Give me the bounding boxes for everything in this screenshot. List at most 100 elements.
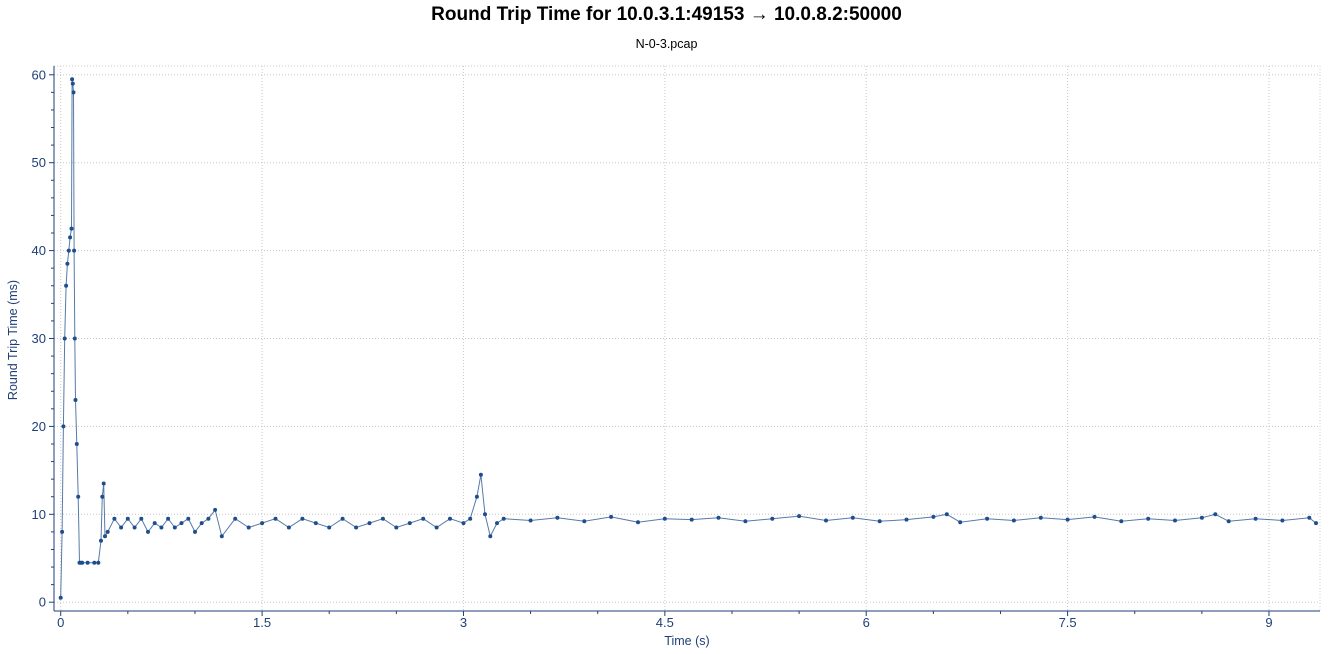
data-point	[65, 261, 70, 266]
data-point	[76, 494, 81, 499]
data-point	[824, 518, 828, 523]
data-point	[103, 534, 107, 539]
data-point	[92, 560, 97, 565]
data-point	[609, 514, 614, 519]
data-point	[354, 525, 359, 530]
x-axis-label: Time (s)	[664, 634, 709, 648]
chart-subtitle: N-0-3.pcap	[635, 37, 698, 51]
data-point	[100, 494, 105, 499]
y-tick-label: 10	[32, 507, 46, 522]
data-point	[367, 521, 372, 526]
data-point	[273, 516, 278, 521]
data-point	[66, 248, 71, 253]
data-point	[662, 516, 667, 521]
data-point	[582, 519, 587, 524]
data-point	[68, 235, 73, 240]
data-point	[213, 507, 218, 512]
data-point	[70, 77, 75, 82]
data-point	[199, 521, 204, 526]
data-point	[246, 525, 251, 530]
data-point	[64, 283, 69, 288]
y-axis-label: Round Trip Time (ms)	[6, 280, 20, 400]
data-point	[313, 521, 318, 526]
data-point	[70, 81, 75, 86]
x-tick-label: 3	[460, 615, 467, 630]
data-point	[219, 534, 224, 539]
data-point	[159, 525, 164, 530]
data-point	[931, 514, 936, 519]
series-rtt	[58, 77, 1318, 600]
data-point	[380, 516, 385, 521]
x-tick-label: 0	[57, 615, 64, 630]
data-point	[1213, 512, 1218, 517]
data-point	[495, 521, 499, 526]
data-point	[689, 517, 694, 522]
data-point	[1038, 515, 1043, 520]
x-tick-label: 7.5	[1059, 615, 1077, 630]
data-point	[69, 226, 74, 231]
y-tick-label: 30	[32, 331, 46, 346]
data-point	[555, 515, 560, 520]
series-line	[60, 79, 1317, 598]
data-point	[850, 515, 855, 520]
data-point	[206, 516, 211, 521]
data-point	[139, 516, 144, 521]
data-point	[958, 520, 963, 525]
data-point	[448, 516, 452, 521]
data-point	[233, 516, 238, 521]
data-point	[1253, 516, 1258, 521]
data-point	[71, 90, 76, 95]
y-tick-label: 60	[32, 67, 46, 82]
data-point	[1173, 518, 1177, 523]
data-point	[300, 516, 305, 521]
x-tick-label: 1.5	[253, 615, 271, 630]
data-point	[286, 525, 291, 530]
data-point	[112, 516, 117, 521]
data-point	[119, 525, 124, 530]
y-ticks: 0 10 20 30 40 50 60	[32, 67, 54, 610]
data-point	[152, 521, 157, 526]
data-point	[74, 442, 79, 446]
data-point	[468, 516, 473, 521]
data-point	[421, 516, 426, 521]
data-point	[172, 525, 177, 530]
data-point	[501, 516, 506, 521]
data-point	[58, 595, 63, 600]
data-point	[132, 525, 137, 530]
data-point	[125, 516, 130, 521]
data-point	[1307, 515, 1312, 520]
data-point	[1146, 516, 1151, 521]
data-point	[80, 560, 85, 565]
data-point	[743, 519, 748, 524]
data-point	[72, 336, 77, 341]
data-point	[99, 538, 103, 543]
grid	[54, 65, 1321, 611]
data-point	[60, 529, 65, 534]
y-tick-label: 50	[32, 155, 46, 170]
data-point	[528, 518, 533, 523]
data-point	[944, 512, 949, 517]
data-point	[394, 525, 399, 530]
data-point	[1092, 514, 1097, 519]
data-point	[146, 529, 150, 534]
data-point	[770, 516, 775, 521]
x-tick-label: 9	[1265, 615, 1272, 630]
data-point	[179, 521, 184, 526]
data-point	[985, 516, 990, 521]
data-point	[904, 517, 909, 522]
y-tick-label: 0	[39, 595, 46, 610]
data-point	[877, 519, 882, 524]
data-point	[1199, 515, 1204, 520]
x-tick-label: 4.5	[656, 615, 674, 630]
data-point	[327, 525, 332, 530]
data-point	[434, 525, 439, 530]
data-point	[461, 521, 466, 526]
data-point	[62, 336, 67, 341]
data-point	[85, 560, 90, 565]
data-point	[1119, 519, 1124, 524]
y-tick-label: 20	[32, 419, 46, 434]
data-point	[340, 516, 345, 521]
data-point	[483, 512, 487, 517]
data-point	[1011, 518, 1016, 523]
